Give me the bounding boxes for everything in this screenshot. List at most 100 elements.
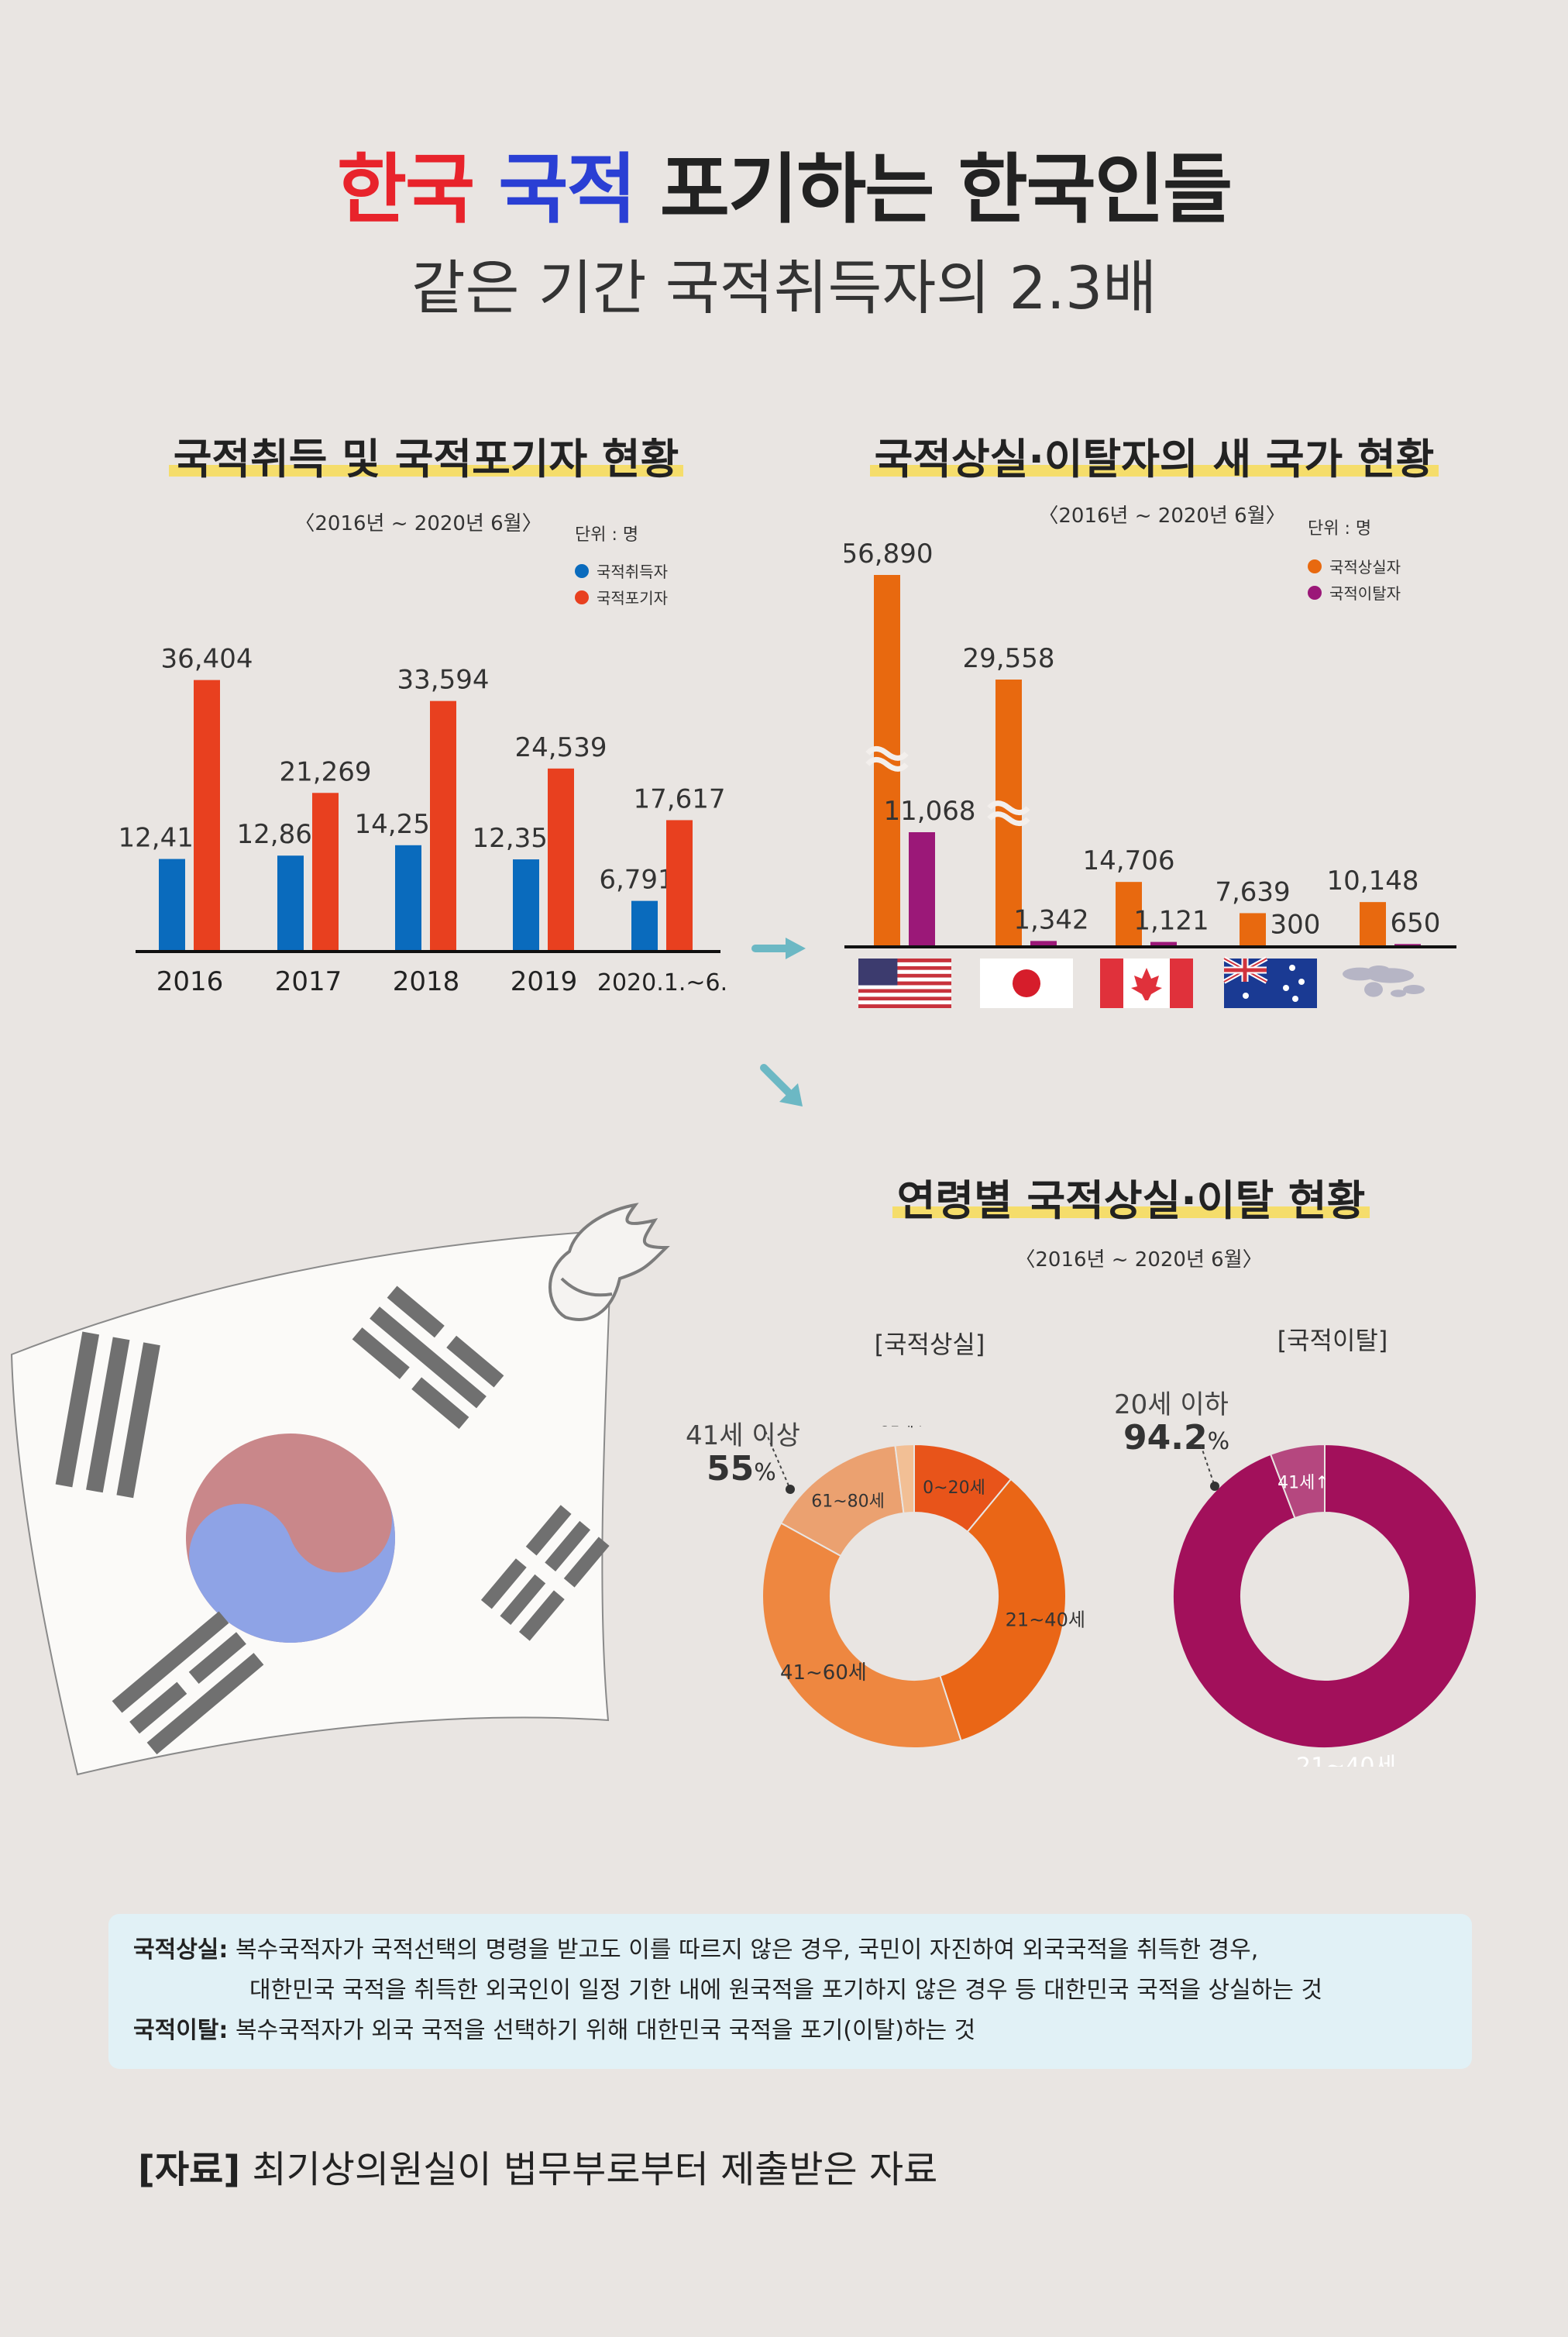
bar-renounce-2020.1.~6. xyxy=(666,820,693,952)
section3-period: 〈2016년 ~ 2020년 6월〉 xyxy=(1015,1248,1263,1272)
callout-leader xyxy=(762,1426,791,1490)
taegukgi-flag-illustration xyxy=(10,1203,670,1776)
renounce-callout-label: 20세 이하 xyxy=(1114,1389,1229,1420)
renounce-callout-value: 94.2% xyxy=(1123,1418,1230,1458)
bar-label: 6,791 xyxy=(599,865,674,896)
axis-break-icon xyxy=(865,756,909,772)
category-label: 2020.1.~6. xyxy=(597,969,727,996)
legend-item-renunciation: 국적이탈자 xyxy=(1308,581,1401,604)
category-label: 2019 xyxy=(511,966,578,997)
axis-break-icon xyxy=(987,800,1030,816)
definition-loss: 국적상실: 복수국적자가 국적선택의 명령을 받고도 이를 따르지 않은 경우,… xyxy=(133,1936,1259,1964)
loss-donut-title: [국적상실] xyxy=(874,1330,985,1359)
main-title: 한국 국적 포기하는 한국인들 xyxy=(0,128,1568,238)
bar-label: 1,342 xyxy=(1013,904,1088,935)
donut-loss-by-age: 0~20세 21~40세 41~60세 61~80세 81세↑ xyxy=(762,1426,1085,1749)
donut-label: 41~60세 xyxy=(780,1661,867,1685)
legend-item-acquire: 국적취득자 xyxy=(575,559,668,582)
donut-slice xyxy=(939,1478,1067,1742)
definitions-box: 국적상실: 복수국적자가 국적선택의 명령을 받고도 이를 따르지 않은 경우,… xyxy=(108,1914,1472,2069)
bar-renounce-2019 xyxy=(548,768,574,952)
bar-label: 56,890 xyxy=(844,539,933,570)
donut-label: 0~20세 xyxy=(923,1478,985,1498)
callout-dot xyxy=(786,1485,795,1494)
world-map-icon xyxy=(1343,965,1425,997)
bar-label: 17,617 xyxy=(634,783,726,814)
section2-period: 〈2016년 ~ 2020년 6월〉 xyxy=(1038,504,1286,528)
bar-label: 14,706 xyxy=(1083,845,1175,876)
bar-acquire-2019 xyxy=(513,859,539,952)
bar-loss-캐나다 xyxy=(1116,882,1142,947)
bar-label: 300 xyxy=(1271,909,1321,940)
section3-title: 연령별 국적상실·이탈 현황 xyxy=(837,1166,1425,1227)
donut-slice xyxy=(1172,1443,1477,1749)
definition-renounce: 국적이탈: 복수국적자가 외국 국적을 선택하기 위해 대한민국 국적을 포기(… xyxy=(133,2017,976,2044)
subtitle: 같은 기간 국적취득자의 2.3배 xyxy=(411,253,1157,322)
donut-label: 41세↑ xyxy=(1277,1474,1329,1493)
bar-label: 21,269 xyxy=(280,756,372,787)
bar-renounce-2017 xyxy=(312,793,339,952)
callout-dot xyxy=(1210,1482,1219,1491)
bar-label: 36,404 xyxy=(161,644,253,675)
section2-title: 국적상실·이탈자의 새 국가 현황 xyxy=(844,425,1464,486)
category-label: 2016 xyxy=(156,966,224,997)
bar-acquire-2016 xyxy=(159,859,185,952)
bar-acquire-2020.1.~6. xyxy=(631,900,658,952)
title-red-word: 한국 xyxy=(336,146,475,234)
legend-item-loss: 국적상실자 xyxy=(1308,555,1401,577)
bar-renounce-2018 xyxy=(430,700,456,952)
flag-australia-icon xyxy=(1222,956,1317,1008)
bar-renunciation-미국 xyxy=(909,832,935,947)
bar-label: 33,594 xyxy=(397,665,490,696)
legend-dot-blue xyxy=(575,563,589,578)
bar-acquire-2018 xyxy=(395,845,421,952)
loss-callout-label: 41세 이상 xyxy=(686,1420,800,1451)
donut-slice xyxy=(894,1443,915,1514)
bar-label: 1,121 xyxy=(1133,906,1209,937)
bar-label: 29,558 xyxy=(963,643,1055,674)
axis-break-icon xyxy=(865,745,909,761)
definition-loss-cont: 대한민국 국적을 취득한 외국인이 일정 기한 내에 원국적을 포기하지 않은 … xyxy=(249,1977,1323,2004)
source-note: [자료] 최기상의원실이 법무부로부터 제출받은 자료 xyxy=(138,2148,938,2191)
axis-break-icon xyxy=(987,811,1030,827)
bar-label: 11,068 xyxy=(884,796,976,827)
category-label: 2017 xyxy=(275,966,342,997)
bar-loss-기타 xyxy=(1360,902,1386,947)
legend-dot-orange xyxy=(1308,559,1322,573)
section1-title: 국적취득 및 국적포기자 현황 xyxy=(116,425,736,486)
callout-leader xyxy=(1200,1444,1216,1487)
arrow-down-right-icon xyxy=(760,1064,803,1107)
legend-item-renounce: 국적포기자 xyxy=(575,586,668,608)
donut-label: 21~40세 xyxy=(1296,1753,1396,1767)
bar-label: 10,148 xyxy=(1327,866,1419,897)
arrow-right-icon xyxy=(751,938,806,959)
category-label: 2018 xyxy=(393,966,460,997)
donut-label: 61~80세 xyxy=(811,1492,885,1511)
donut-slice xyxy=(762,1522,962,1749)
bar-renounce-2016 xyxy=(194,680,220,952)
section2-unit: 단위 : 명 xyxy=(1308,519,1372,539)
bar-acquire-2017 xyxy=(277,855,304,952)
bar-renunciation-일본 xyxy=(1030,941,1057,947)
flag-usa-icon xyxy=(858,959,951,1008)
donut-renounce-by-age: 21~40세 41세↑ xyxy=(1172,1443,1477,1767)
donut-slice xyxy=(1269,1443,1326,1520)
legend-dot-red xyxy=(575,590,589,604)
donut-label: 21~40세 xyxy=(1006,1609,1085,1630)
loss-callout-value: 55% xyxy=(707,1449,776,1489)
flag-canada-icon xyxy=(1100,959,1193,1008)
renounce-donut-title: [국적이탈] xyxy=(1277,1326,1388,1355)
bar-label: 7,639 xyxy=(1215,876,1290,907)
donut-label: 81세↑ xyxy=(880,1426,927,1430)
bar-renunciation-캐나다 xyxy=(1150,941,1177,947)
legend-dot-purple xyxy=(1308,585,1322,600)
title-rest: 포기하는 한국인들 xyxy=(659,146,1233,234)
chart-acquire-renounce: 12,41136,404201612,86121,269201714,25433… xyxy=(119,644,728,997)
flag-japan-icon xyxy=(980,959,1073,1008)
bar-label: 650 xyxy=(1391,907,1441,938)
bar-loss-호주 xyxy=(1240,913,1266,947)
chart-new-country: 56,89011,068미국29,5581,342일본14,7061,121캐나… xyxy=(844,539,1456,1008)
section1-period: 〈2016년 ~ 2020년 6월〉 xyxy=(294,512,542,535)
bar-label: 24,539 xyxy=(515,732,607,763)
title-blue-word: 국적 xyxy=(498,146,636,234)
